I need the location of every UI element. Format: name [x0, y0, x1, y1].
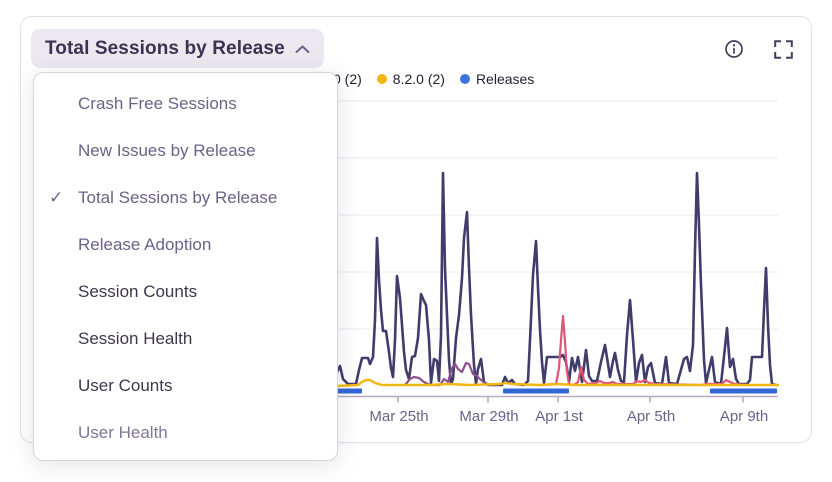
- x-axis-tick-label: Apr 5th: [626, 408, 676, 425]
- total-sessions-line: [333, 171, 778, 387]
- legend-item[interactable]: Releases: [459, 71, 535, 87]
- menu-item-label: Release Adoption: [78, 234, 212, 254]
- widget-type-dropdown-menu: Crash Free Sessions New Issues by Release…: [33, 72, 338, 461]
- x-axis-tick-label: Mar 25th: [369, 408, 429, 425]
- info-icon[interactable]: [724, 39, 744, 59]
- chart-legend: 0 (2) 8.2.0 (2) Releases: [333, 71, 534, 87]
- menu-item-label: Session Counts: [78, 281, 198, 301]
- menu-item-session-counts[interactable]: Session Counts: [34, 268, 337, 315]
- chevron-up-icon: [295, 45, 310, 53]
- menu-item-label: Crash Free Sessions: [78, 93, 237, 113]
- menu-item-release-adoption[interactable]: Release Adoption: [34, 221, 337, 268]
- legend-series-label: 0 (2): [333, 71, 362, 87]
- menu-item-new-issues-by-release[interactable]: New Issues by Release: [34, 127, 337, 174]
- x-axis-tick-label: Mar 29th: [459, 408, 519, 425]
- check-icon: ✓: [49, 187, 64, 207]
- fullscreen-icon[interactable]: [774, 39, 793, 59]
- menu-item-label: User Counts: [78, 375, 173, 395]
- release-bar[interactable]: [710, 388, 777, 394]
- widget-title: Total Sessions by Release: [45, 37, 285, 59]
- widget-header-actions: [724, 39, 793, 59]
- release-bar[interactable]: [503, 388, 569, 394]
- secondary-release-line: [403, 361, 494, 387]
- menu-item-crash-free-sessions[interactable]: Crash Free Sessions: [34, 80, 337, 127]
- menu-item-session-health[interactable]: Session Health: [34, 315, 337, 362]
- widget-title-dropdown-button[interactable]: Total Sessions by Release: [31, 29, 324, 68]
- x-axis-tick-label: Apr 9th: [719, 408, 769, 425]
- menu-item-label: User Health: [78, 422, 168, 442]
- menu-item-user-counts[interactable]: User Counts: [34, 362, 337, 409]
- release-bar[interactable]: [336, 388, 362, 394]
- menu-item-user-health[interactable]: User Health: [34, 409, 337, 456]
- x-axis-tick-label: Apr 1st: [535, 408, 583, 425]
- menu-item-label: New Issues by Release: [78, 140, 256, 160]
- legend-series-label: Releases: [475, 71, 535, 87]
- legend-series-dot: [376, 74, 387, 84]
- menu-item-total-sessions-by-release[interactable]: ✓ Total Sessions by Release: [34, 174, 337, 221]
- release-8-2-0-line: [334, 378, 780, 388]
- legend-item[interactable]: 8.2.0 (2): [376, 71, 445, 87]
- menu-item-label: Total Sessions by Release: [78, 187, 278, 207]
- legend-item[interactable]: 0 (2): [333, 71, 362, 87]
- legend-series-dot: [459, 74, 470, 84]
- legend-series-label: 8.2.0 (2): [392, 71, 445, 87]
- menu-item-label: Session Health: [78, 328, 193, 348]
